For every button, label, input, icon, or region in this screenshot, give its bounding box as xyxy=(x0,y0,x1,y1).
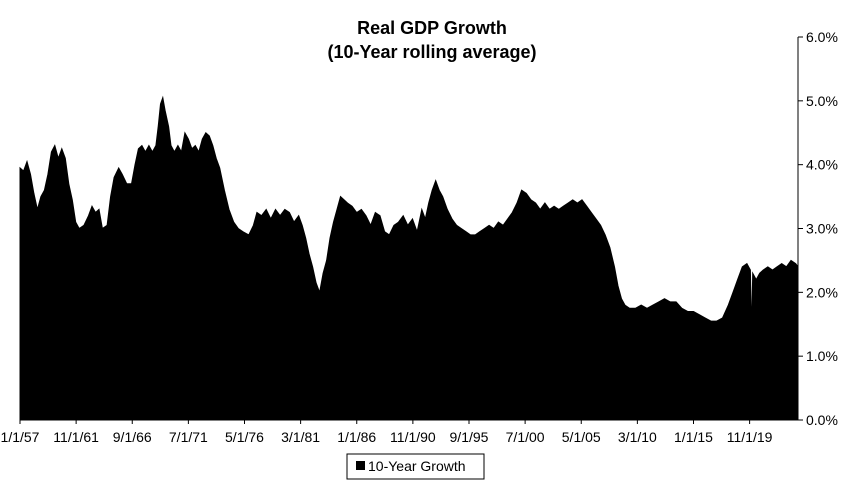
legend: 10-Year Growth xyxy=(346,453,485,480)
y-tick-label-5: 5.0% xyxy=(806,93,838,109)
y-tick-label-0: 0.0% xyxy=(806,412,838,428)
legend-label: 10-Year Growth xyxy=(368,458,466,474)
legend-box xyxy=(346,453,485,480)
x-tick-label-2: 9/1/66 xyxy=(113,429,152,445)
y-tick-label-4: 4.0% xyxy=(806,157,838,173)
y-tick-label-6: 6.0% xyxy=(806,29,838,45)
x-tick-label-3: 7/1/71 xyxy=(169,429,208,445)
plot-area xyxy=(19,95,799,421)
x-tick-label-8: 9/1/95 xyxy=(450,429,489,445)
chart-subtitle: (10-Year rolling average) xyxy=(327,42,536,62)
x-tick-label-1: 11/1/61 xyxy=(53,429,99,445)
y-tick-label-1: 1.0% xyxy=(806,348,838,364)
x-tick-label-6: 1/1/86 xyxy=(337,429,376,445)
y-tick-label-2: 2.0% xyxy=(806,284,838,300)
x-axis: 1/1/57 11/1/61 9/1/66 7/1/71 5/1/76 3/1/81 1/1… xyxy=(1,419,798,445)
x-tick-label-0: 1/1/57 xyxy=(1,429,40,445)
chart-title: Real GDP Growth xyxy=(357,18,507,38)
legend-swatch xyxy=(356,461,365,470)
x-tick-label-10: 5/1/05 xyxy=(562,429,601,445)
y-axis: 0.0% 1.0% 2.0% 3.0% 4.0% 5.0% 6.0% xyxy=(797,29,838,428)
x-tick-label-5: 3/1/81 xyxy=(281,429,320,445)
x-tick-label-13: 11/1/19 xyxy=(727,429,773,445)
x-tick-label-12: 1/1/15 xyxy=(674,429,713,445)
x-tick-label-7: 11/1/90 xyxy=(390,429,436,445)
series-area-0 xyxy=(19,95,799,421)
y-tick-label-3: 3.0% xyxy=(806,221,838,237)
x-tick-label-11: 3/1/10 xyxy=(618,429,657,445)
x-tick-label-4: 5/1/76 xyxy=(225,429,264,445)
x-tick-label-9: 7/1/00 xyxy=(506,429,545,445)
